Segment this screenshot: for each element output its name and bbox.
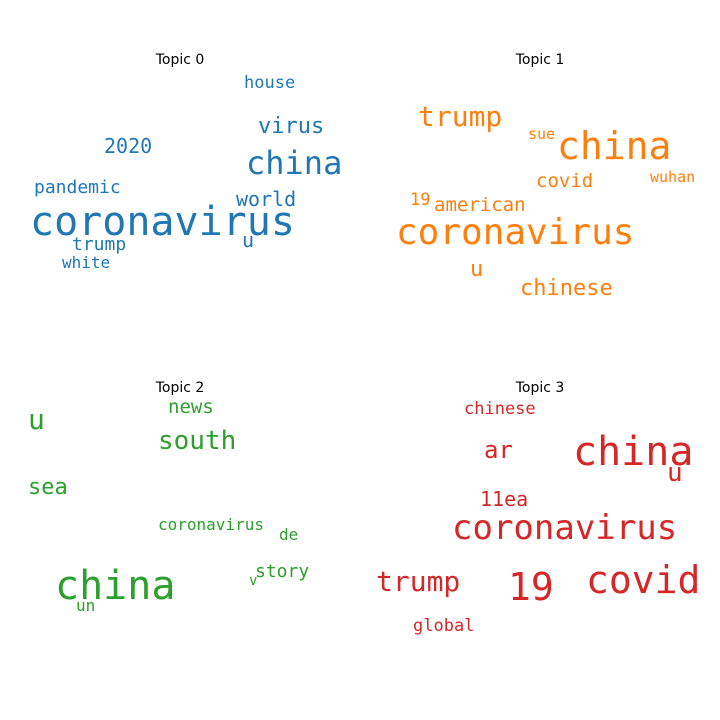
topic-0-word-virus-2: virus [258,114,325,139]
topic-2-word-sea-2: sea [28,475,68,500]
topic-3-word-u-7: u [667,458,683,488]
topic-2-word-de-7: de [279,525,299,544]
topic-2-word-un-8: un [76,596,96,615]
topic-2-title: Topic 2 [155,380,205,396]
topic-0-word-u-9: u [242,228,255,252]
topic-3-word-china-0: china [573,429,694,475]
topic-0-panel: Topic 0 coronavirus china virus 2020 world pa… [0,0,360,360]
topic-3-word-global-9: global [413,616,475,636]
topic-1-word-coronavirus-1: coronavirus [396,212,635,253]
topic-3-word-11ea-6: 11ea [480,487,529,511]
topic-0-word-china-1: china [246,144,343,182]
topic-3-word-trump-4: trump [376,565,461,598]
topic-3-word-ar-5: ar [484,436,513,464]
topic-2-word-china-0: china [55,563,176,609]
topic-0-word-coronavirus-0: coronavirus [30,199,295,245]
topic-2-word-coronavirus-5: coronavirus [158,515,264,534]
topic-0-word-trump-6: trump [72,234,127,255]
topic-1-word-trump-2: trump [418,100,503,133]
topic-3-word-19-3: 19 [508,565,554,609]
topic-1-title: Topic 1 [515,52,565,68]
topic-1-word-sue-9: sue [528,125,556,143]
topic-1-word-19-7: 19 [410,190,431,210]
topic-3-word-covid-1: covid [586,558,701,602]
topic-2-word-south-1: south [158,426,237,456]
topic-0-word-2020-3: 2020 [104,134,153,158]
topic-0-word-white-8: white [62,253,111,272]
topic-3-word-coronavirus-2: coronavirus [452,508,678,548]
topic-1-word-american-4: american [434,194,526,216]
topic-0-word-world-4: world [236,187,297,211]
topic-1-panel: Topic 1 china coronavirus trump chinese amer… [360,0,720,360]
topic-1-word-china-0: china [557,124,672,168]
topic-3-title: Topic 3 [515,380,565,396]
topic-1-word-chinese-3: chinese [520,276,613,301]
topic-1-word-covid-5: covid [536,170,594,192]
topic-2-word-u-3: u [28,403,45,436]
topic-2-word-news-4: news [168,396,214,418]
topic-0-word-pandemic-5: pandemic [34,177,121,198]
topic-0-title: Topic 0 [155,52,205,68]
topic-1-word-wuhan-8: wuhan [650,168,696,186]
topic-2-word-story-6: story [255,561,310,582]
topic-2-word-v-9: v [249,573,258,589]
topic-3-word-chinese-8: chinese [464,399,536,419]
topic-2-panel: Topic 2 china south sea u news coronavirus sto… [0,328,360,688]
topic-1-word-u-6: u [470,257,484,282]
topic-0-word-house-7: house [244,73,296,93]
topic-3-panel: Topic 3 china covid coronavirus 19 trump ar 11… [360,328,720,688]
